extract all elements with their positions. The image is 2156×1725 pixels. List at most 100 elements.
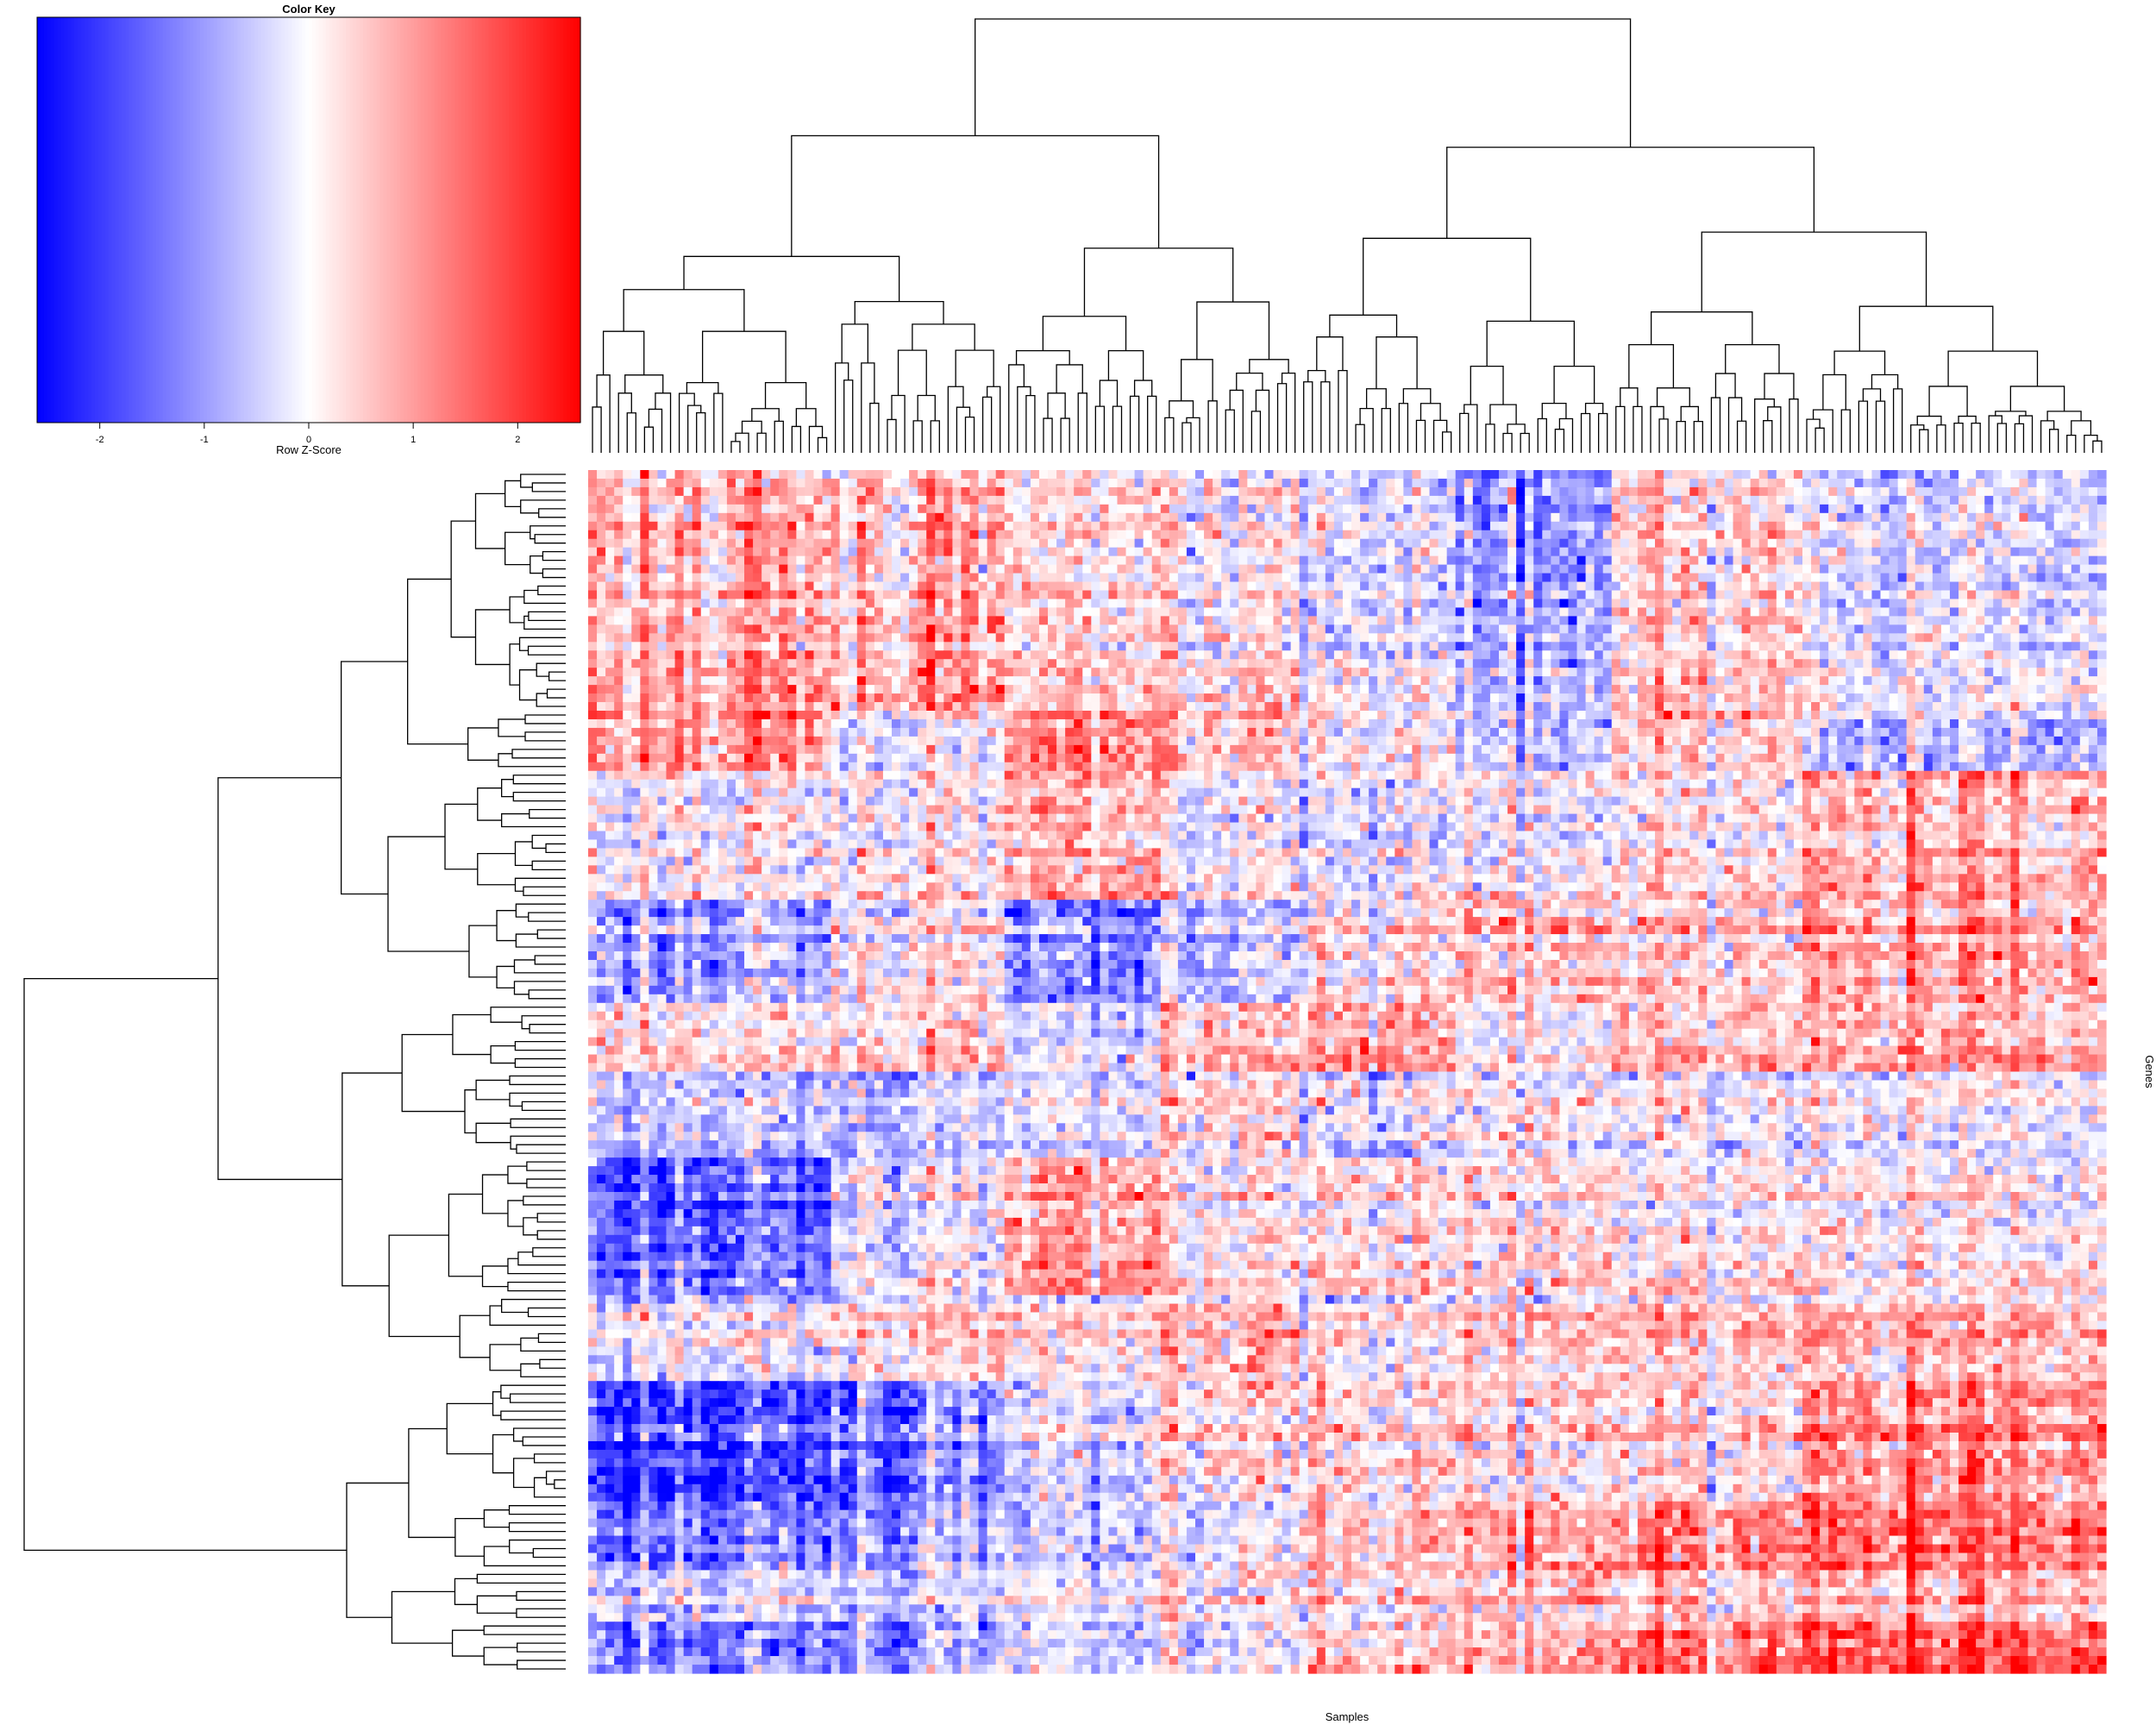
heatmap-cell [1923, 521, 1934, 531]
heatmap-cell [1386, 555, 1395, 566]
heatmap-cell [1048, 607, 1057, 617]
heatmap-cell [1516, 478, 1526, 488]
heatmap-cell [1620, 478, 1630, 488]
heatmap-cell [1012, 538, 1023, 549]
heatmap-cell [1784, 624, 1795, 634]
dendrogram-branch [509, 1092, 566, 1107]
heatmap-cell [1125, 555, 1136, 566]
dendrogram-branch [1584, 402, 1604, 414]
dendrogram-branch [520, 499, 566, 514]
heatmap-cell [1863, 573, 1873, 583]
heatmap-cell [1125, 530, 1136, 540]
heatmap-cell [2045, 616, 2055, 625]
heatmap-cell [692, 530, 702, 540]
heatmap-cell [1568, 512, 1578, 523]
heatmap-cell [1967, 504, 1977, 514]
heatmap-cell [597, 530, 606, 540]
heatmap-cell [640, 486, 649, 497]
color-key-swatch [271, 17, 276, 423]
heatmap-cell [1065, 486, 1075, 497]
heatmap-cell [882, 590, 893, 600]
heatmap-cell [1776, 478, 1786, 488]
dendrogram-branch [1077, 392, 1087, 453]
heatmap-cell [1472, 564, 1482, 574]
heatmap-cell [1811, 590, 1821, 600]
heatmap-cell [848, 607, 858, 617]
heatmap-cell [1012, 486, 1023, 497]
heatmap-cell [1386, 633, 1395, 643]
heatmap-cell [1065, 512, 1075, 523]
heatmap-cell [1038, 676, 1049, 686]
heatmap-cell [1307, 599, 1318, 609]
heatmap-cell [1065, 504, 1075, 514]
heatmap-cell [735, 616, 745, 625]
heatmap-cell [1134, 590, 1144, 600]
heatmap-cell [1204, 538, 1213, 549]
dendrogram-branch [643, 426, 655, 453]
heatmap-cell [1091, 668, 1100, 677]
heatmap-cell [1854, 521, 1864, 531]
heatmap-cell [796, 633, 806, 643]
heatmap-cell [1030, 495, 1040, 505]
heatmap-cell [1576, 668, 1587, 677]
heatmap-cell [1594, 512, 1604, 523]
heatmap-cell [1091, 633, 1100, 643]
heatmap-cell [848, 512, 858, 523]
heatmap-cell [1438, 478, 1448, 488]
heatmap-cell [2096, 512, 2107, 523]
heatmap-cell [1299, 495, 1309, 505]
heatmap-cell [1074, 624, 1083, 634]
heatmap-cell [1724, 486, 1734, 497]
heatmap-cell [1108, 607, 1119, 617]
heatmap-cell [1100, 607, 1110, 617]
heatmap-cell [1489, 470, 1500, 480]
color-key-swatch [91, 17, 96, 423]
heatmap-cell [1525, 581, 1534, 592]
heatmap-cell [1438, 685, 1448, 694]
heatmap-cell [805, 676, 815, 686]
dendrogram-branch [524, 714, 566, 724]
heatmap-cell [1021, 650, 1031, 660]
heatmap-cell [1811, 633, 1821, 643]
heatmap-cell [666, 668, 676, 677]
dendrogram-branch [516, 1608, 566, 1618]
heatmap-cell [1299, 642, 1309, 651]
color-key-swatch [430, 17, 436, 423]
heatmap-cell [1959, 668, 1968, 677]
heatmap-cell [987, 555, 997, 566]
heatmap-cell [1750, 616, 1760, 625]
dendrogram-branch [1656, 387, 1690, 407]
dendrogram-branch [1225, 409, 1235, 453]
heatmap-cell [718, 573, 728, 583]
heatmap-cell [753, 685, 762, 694]
heatmap-cell [952, 521, 962, 531]
heatmap-cell [1412, 521, 1422, 531]
heatmap-cell [1932, 495, 1942, 505]
heatmap-cell [753, 538, 762, 549]
heatmap-cell [2053, 495, 2064, 505]
heatmap-cell [1290, 676, 1300, 686]
heatmap-cell [926, 547, 936, 557]
heatmap-cell [1923, 547, 1934, 557]
heatmap-cell [1177, 530, 1188, 540]
heatmap-cell [856, 538, 867, 549]
heatmap-cell [779, 659, 788, 668]
heatmap-cell [1645, 573, 1656, 583]
heatmap-cell [1525, 650, 1534, 660]
heatmap-cell [700, 650, 711, 660]
heatmap-cell [1846, 633, 1855, 643]
heatmap-cell [1784, 668, 1795, 677]
heatmap-cell [1169, 616, 1179, 625]
heatmap-cell [882, 547, 893, 557]
heatmap-cell [588, 530, 598, 540]
heatmap-cell [1611, 495, 1621, 505]
heatmap-cell [1594, 590, 1604, 600]
heatmap-cell [1195, 504, 1205, 514]
heatmap-cell [1377, 590, 1387, 600]
heatmap-cell [1741, 642, 1752, 651]
heatmap-cell [1264, 633, 1275, 643]
dendrogram-branch [1276, 383, 1288, 453]
heatmap-cell [1880, 650, 1890, 660]
heatmap-cell [813, 512, 824, 523]
heatmap-cell [787, 607, 797, 617]
